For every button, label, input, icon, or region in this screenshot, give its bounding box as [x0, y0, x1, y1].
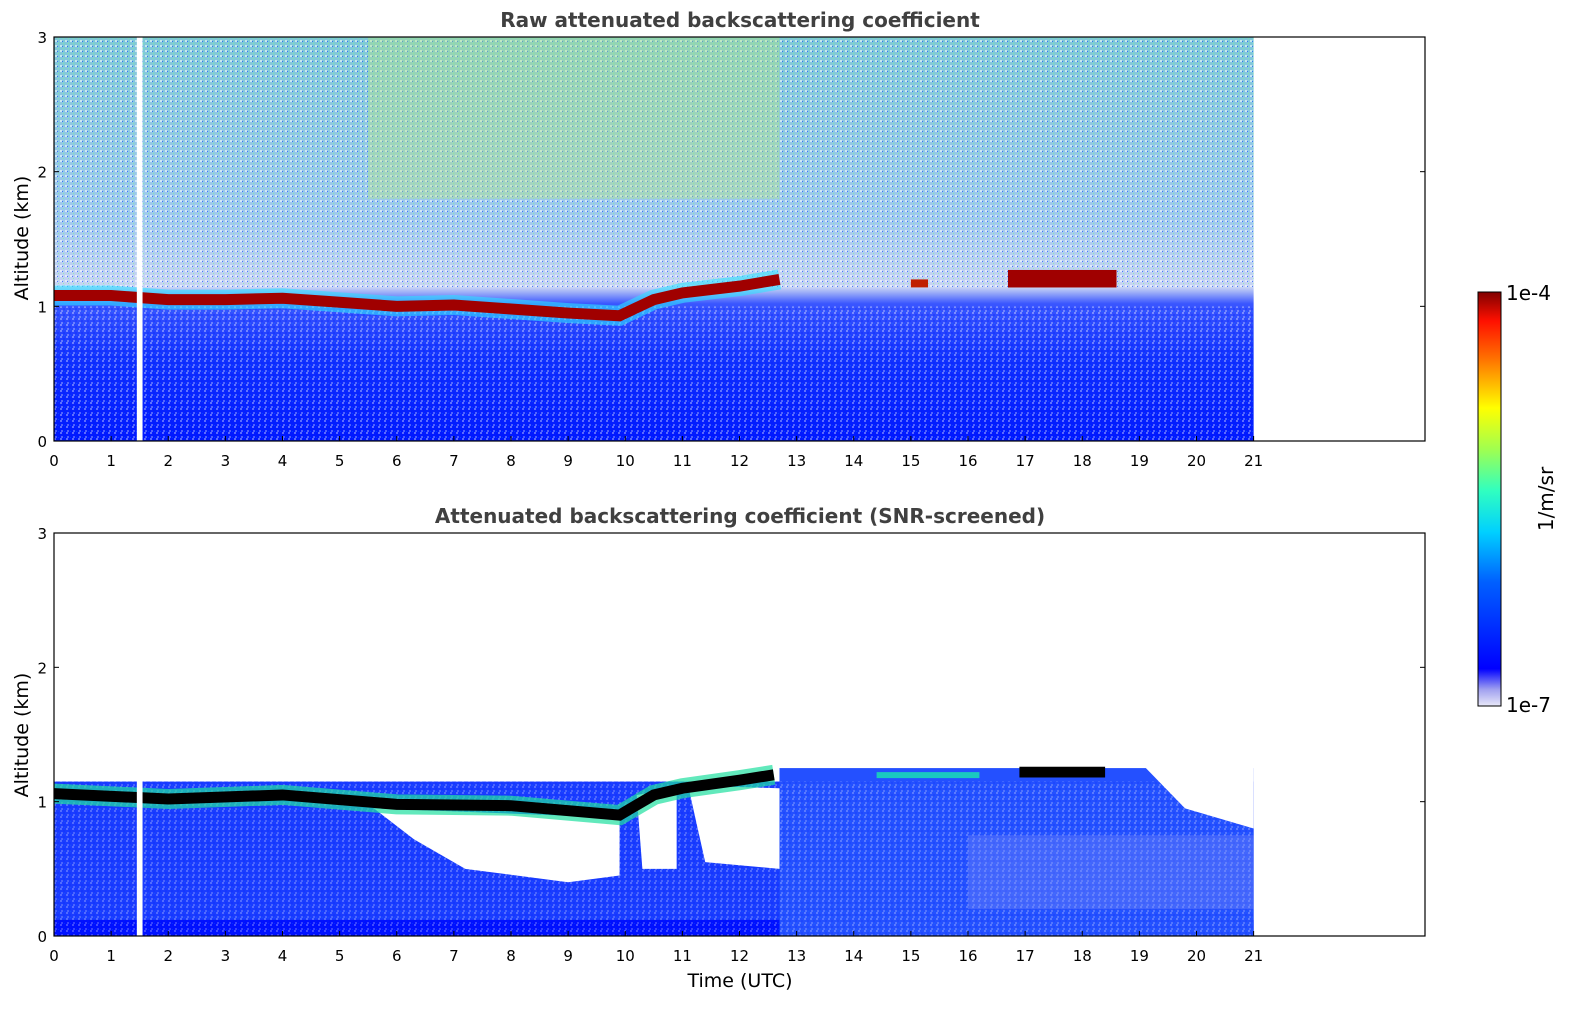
cloud-layer: [54, 273, 781, 322]
x-tick-label: 0: [49, 452, 59, 470]
y-tick-label: 1: [37, 298, 47, 316]
x-tick-label: 5: [335, 452, 345, 470]
x-tick-label: 11: [673, 947, 692, 965]
x-tick-label: 2: [163, 452, 173, 470]
data-gap: [136, 37, 143, 441]
x-tick-label: 4: [278, 947, 288, 965]
x-tick-label: 7: [449, 452, 459, 470]
screened-region: [688, 785, 780, 869]
y-tick-label: 0: [37, 928, 47, 946]
x-tick-label: 10: [616, 947, 635, 965]
x-tick-label: 13: [787, 947, 806, 965]
x-tick-group: 0 1 2 3 4 5 6 7 8 9 10 11 12 13 14 15 16 17 18 19 20 21: [49, 931, 1263, 965]
x-tick-label: 10: [616, 452, 635, 470]
x-tick-label: 0: [49, 947, 59, 965]
x-tick-label: 11: [673, 452, 692, 470]
colorbar-max-label: 1e-4: [1506, 281, 1551, 305]
y-axis-label: Altitude (km): [11, 176, 33, 301]
x-axis-label: Time (UTC): [686, 970, 792, 992]
x-tick-label: 20: [1187, 452, 1206, 470]
x-tick-label: 6: [392, 947, 402, 965]
x-tick-label: 17: [1016, 947, 1035, 965]
x-tick-label: 9: [563, 947, 573, 965]
x-tick-label: 12: [730, 947, 749, 965]
y-axis-label: Altitude (km): [11, 673, 33, 798]
y-tick-label: 3: [37, 29, 47, 47]
x-tick-label: 4: [278, 452, 288, 470]
cloud-patch: [1007, 269, 1117, 288]
colorbar: 1e-4 1e-7 1/m/sr: [1477, 281, 1558, 717]
x-tick-label: 21: [1244, 947, 1263, 965]
x-tick-label: 14: [844, 452, 863, 470]
y-tick-label: 2: [37, 164, 47, 182]
x-tick-label: 16: [958, 452, 977, 470]
cloud-patch: [1019, 766, 1106, 778]
x-tick-label: 20: [1187, 947, 1206, 965]
x-tick-label: 21: [1244, 452, 1263, 470]
x-tick-label: 14: [844, 947, 863, 965]
x-tick-group: 0 1 2 3 4 5 6 7 8 9 10 11 12 13 14 15 16 17 18 19 20 21: [49, 436, 1263, 470]
x-tick-label: 1: [106, 452, 116, 470]
raw-backscatter-panel: Raw attenuated backscattering coefficien…: [11, 8, 1426, 470]
aerosol-region: [368, 37, 780, 199]
x-tick-label: 1: [106, 947, 116, 965]
x-tick-label: 2: [163, 947, 173, 965]
cloud-patch: [910, 279, 929, 288]
noise-texture: [54, 37, 1254, 288]
x-tick-label: 19: [1130, 947, 1149, 965]
x-tick-label: 16: [958, 947, 977, 965]
screened-region: [373, 808, 620, 883]
screened-region: [1139, 761, 1254, 829]
y-tick-label: 3: [37, 525, 47, 543]
x-tick-label: 18: [1073, 947, 1092, 965]
colorbar-gradient: [1477, 291, 1502, 707]
colorbar-min-label: 1e-7: [1506, 693, 1551, 717]
heatmap-field: [54, 37, 1254, 441]
x-tick-label: 9: [563, 452, 573, 470]
x-tick-label: 19: [1130, 452, 1149, 470]
x-tick-label: 3: [221, 947, 231, 965]
x-tick-label: 6: [392, 452, 402, 470]
heatmap-field: [53, 533, 1254, 936]
x-tick-label: 5: [335, 947, 345, 965]
x-tick-label: 13: [787, 452, 806, 470]
colorbar-units-label: 1/m/sr: [1534, 466, 1558, 531]
x-tick-label: 15: [901, 452, 920, 470]
y-tick-group: 0 1 2 3: [37, 525, 1425, 946]
data-gap: [136, 533, 143, 936]
x-tick-label: 7: [449, 947, 459, 965]
noise-texture: [54, 306, 1254, 441]
y-tick-label: 1: [37, 794, 47, 812]
y-tick-label: 2: [37, 659, 47, 677]
x-tick-label: 12: [730, 452, 749, 470]
weak-signal-region: [968, 835, 1254, 910]
cloud-patch: [876, 772, 980, 779]
x-tick-label: 17: [1016, 452, 1035, 470]
x-tick-label: 15: [901, 947, 920, 965]
panel-title: Attenuated backscattering coefficient (S…: [435, 504, 1045, 528]
x-tick-label: 18: [1073, 452, 1092, 470]
x-tick-label: 8: [506, 947, 516, 965]
snr-screened-panel: Attenuated backscattering coefficient (S…: [11, 504, 1426, 992]
panel-title: Raw attenuated backscattering coefficien…: [500, 8, 980, 32]
x-tick-label: 8: [506, 452, 516, 470]
y-tick-label: 0: [37, 433, 47, 451]
x-tick-label: 3: [221, 452, 231, 470]
cloud-layer: [53, 769, 775, 821]
y-tick-group: 0 1 2 3: [37, 29, 1425, 451]
